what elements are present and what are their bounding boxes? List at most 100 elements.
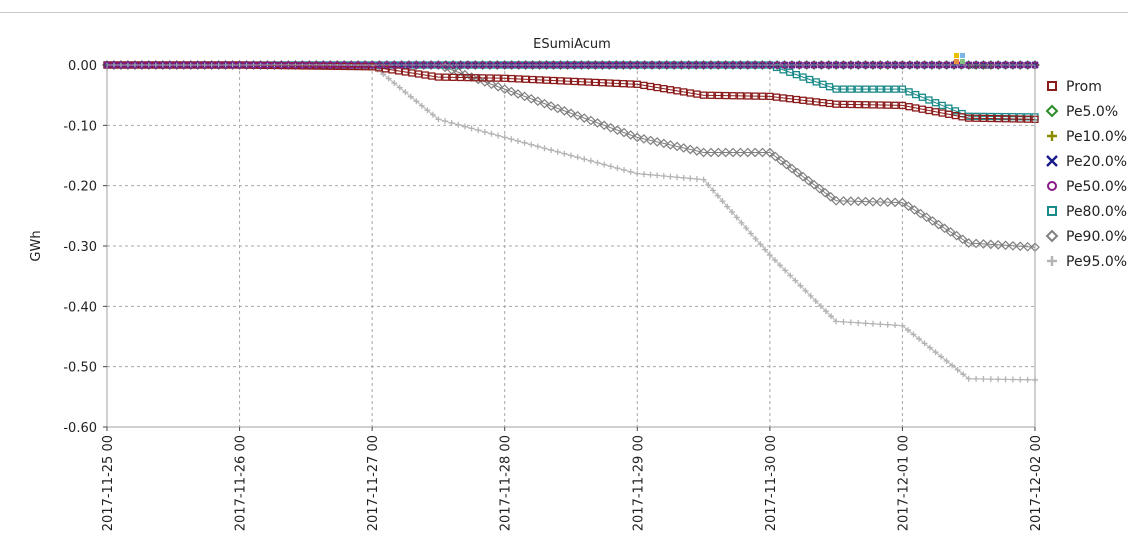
data-point — [776, 155, 786, 166]
data-point — [541, 145, 548, 152]
data-point — [909, 205, 920, 215]
data-point — [621, 166, 628, 173]
data-point — [938, 353, 945, 360]
data-point — [687, 175, 694, 182]
data-point — [534, 143, 541, 150]
data-point — [915, 208, 926, 219]
data-point — [526, 93, 537, 104]
legend-item[interactable]: Pe10.0% — [1047, 129, 1127, 145]
data-point — [579, 113, 590, 123]
data-point — [927, 344, 934, 351]
legend-item[interactable]: Pe5.0% — [1045, 104, 1118, 120]
data-point — [738, 219, 745, 226]
data-point — [705, 182, 712, 189]
data-point — [814, 183, 825, 194]
data-point — [945, 227, 956, 237]
data-point — [680, 174, 687, 181]
data-point — [951, 230, 962, 241]
x-tick-label: 2017-12-02 00 — [1029, 435, 1044, 531]
legend-item[interactable]: Prom — [1047, 79, 1102, 95]
data-point — [453, 67, 464, 78]
data-point — [847, 85, 855, 93]
data-point — [539, 98, 550, 109]
data-point — [862, 320, 869, 327]
data-point — [854, 85, 862, 93]
data-point — [750, 147, 760, 158]
data-point — [994, 114, 1002, 123]
data-point — [434, 73, 443, 81]
data-point — [612, 79, 621, 88]
data-point — [884, 85, 892, 93]
y-tick-label: -0.30 — [63, 240, 97, 255]
data-point — [904, 327, 911, 334]
data-point — [570, 77, 579, 86]
legend-marker — [1045, 229, 1059, 243]
data-point — [581, 156, 588, 163]
legend-item[interactable]: Pe20.0% — [1046, 154, 1127, 170]
data-point — [612, 125, 623, 136]
data-point — [762, 246, 769, 253]
legend-label: Pe10.0% — [1066, 129, 1127, 145]
y-tick-label: -0.20 — [63, 180, 97, 195]
series-layer — [102, 60, 1040, 383]
data-point — [619, 127, 629, 138]
legend-label: Pe95.0% — [1066, 254, 1127, 270]
data-point — [508, 136, 515, 143]
data-point — [706, 147, 716, 158]
data-point — [875, 197, 886, 207]
legend-item[interactable]: Pe95.0% — [1047, 254, 1127, 270]
data-point — [960, 371, 967, 378]
data-point — [828, 313, 835, 320]
data-point — [501, 134, 508, 141]
legend-label: Pe20.0% — [1066, 154, 1127, 170]
data-point — [542, 76, 551, 84]
data-point — [549, 76, 558, 85]
data-point — [903, 201, 914, 212]
data-point — [846, 196, 856, 207]
legend-item[interactable]: Pe50.0% — [1047, 179, 1127, 195]
data-point — [506, 86, 517, 97]
legend-label: Prom — [1066, 79, 1102, 95]
data-point — [486, 79, 497, 90]
data-point — [461, 123, 468, 130]
legend-marker — [1045, 104, 1059, 118]
data-point — [884, 101, 892, 109]
data-point — [812, 297, 819, 304]
data-point — [781, 159, 792, 170]
data-point — [591, 78, 600, 87]
data-point — [713, 147, 724, 158]
data-point — [860, 196, 871, 207]
data-point — [586, 115, 596, 126]
data-point — [855, 319, 862, 326]
legend-item[interactable]: Pe80.0% — [1047, 204, 1127, 220]
y-tick-label: -0.40 — [63, 300, 97, 315]
data-point — [481, 128, 488, 135]
series-pe950 — [104, 62, 1038, 383]
top-divider — [0, 12, 1128, 13]
data-point — [1001, 115, 1010, 123]
legend[interactable]: Prom Pe5.0% Pe10.0% Pe20.0% Pe50.0% Pe80.0% Pe… — [1045, 79, 1127, 270]
data-point — [987, 376, 994, 383]
data-point — [954, 366, 961, 373]
data-point — [891, 101, 899, 109]
data-point — [839, 85, 848, 93]
data-point — [995, 376, 1002, 383]
data-point — [640, 171, 647, 178]
data-point — [957, 234, 968, 245]
data-point — [599, 120, 609, 131]
data-point — [561, 150, 568, 157]
data-point — [854, 100, 862, 109]
data-point — [442, 73, 450, 81]
data-point — [413, 98, 420, 105]
data-point — [710, 187, 717, 194]
data-point — [574, 154, 581, 161]
data-point — [692, 146, 702, 156]
data-point — [1016, 115, 1024, 123]
data-point — [792, 167, 803, 178]
data-point — [587, 157, 594, 164]
data-point — [949, 362, 956, 369]
simsee-watermark: SimSEE — [954, 53, 994, 71]
data-point — [890, 197, 900, 208]
legend-item[interactable]: Pe90.0% — [1045, 229, 1127, 245]
data-point — [672, 141, 682, 152]
